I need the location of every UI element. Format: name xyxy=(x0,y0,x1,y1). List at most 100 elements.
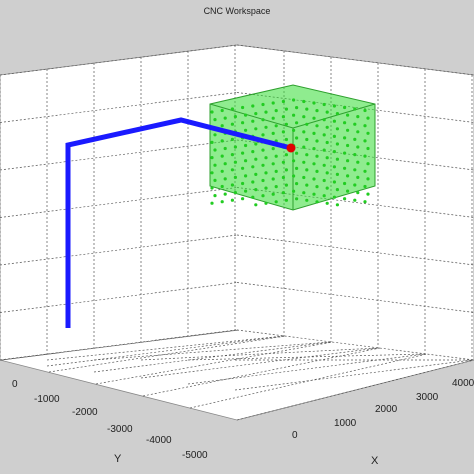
x-tick-label: 2000 xyxy=(375,404,398,415)
cube-sample-point xyxy=(302,130,306,134)
cube-sample-point xyxy=(322,118,326,122)
cube-sample-point xyxy=(251,150,255,154)
cube-sample-point xyxy=(230,183,234,187)
cube-sample-point xyxy=(284,107,288,111)
cube-sample-point xyxy=(353,107,357,111)
cube-sample-point xyxy=(220,108,224,113)
cube-sample-point xyxy=(284,153,288,157)
cube-sample-point xyxy=(244,128,248,132)
cube-sample-point xyxy=(223,146,227,151)
cube-sample-point xyxy=(233,191,237,195)
cube-sample-point xyxy=(271,192,275,196)
grid-line xyxy=(187,353,426,361)
cube-sample-point xyxy=(230,198,234,202)
x-tick-labels: 0 1000 2000 3000 4000 xyxy=(292,378,474,441)
cube-sample-point xyxy=(230,107,234,111)
x-tick-label: 1000 xyxy=(334,418,357,429)
cube-sample-point xyxy=(264,110,268,114)
cube-sample-point xyxy=(343,197,347,201)
cube-sample-point xyxy=(363,184,367,189)
y-tick-label: -5000 xyxy=(182,450,208,461)
x-tick-label: 3000 xyxy=(416,392,439,403)
cube-sample-point xyxy=(332,119,336,123)
cube-sample-point xyxy=(312,147,316,151)
cube-sample-point xyxy=(241,151,245,155)
cube-sample-point xyxy=(292,159,296,163)
cube-sample-point xyxy=(244,189,248,193)
cube-sample-point xyxy=(254,142,258,146)
cube-sample-point xyxy=(274,185,278,189)
cube-sample-point xyxy=(213,194,217,198)
cube-sample-point xyxy=(271,147,275,151)
cube-sample-point xyxy=(271,162,275,166)
cube-sample-point xyxy=(315,139,319,143)
cube-sample-point xyxy=(335,172,339,176)
grid-lines xyxy=(0,44,474,421)
cube-sample-point xyxy=(233,145,237,149)
cube-sample-point xyxy=(264,186,268,190)
cube-sample-point xyxy=(264,125,268,129)
cube-sample-point xyxy=(241,166,245,170)
cube-sample-point xyxy=(356,175,360,179)
cube-sample-point xyxy=(261,163,265,167)
cube-sample-point xyxy=(264,156,268,160)
cube-sample-point xyxy=(220,124,224,128)
cube-sample-point xyxy=(274,200,278,204)
cube-sample-point xyxy=(261,194,265,198)
cube-sample-point xyxy=(261,148,265,152)
cube-sample-point xyxy=(213,133,217,137)
cube-sample-point xyxy=(281,191,285,195)
cube-sample-point xyxy=(315,124,319,128)
cube-sample-point xyxy=(322,133,326,137)
cube-sample-point xyxy=(356,191,360,195)
cube-sample-point xyxy=(325,201,329,205)
x-tick-label: 4000 xyxy=(452,378,474,389)
cube-sample-point xyxy=(363,169,367,173)
y-tick-label: -3000 xyxy=(107,424,133,435)
cube-sample-point xyxy=(244,174,248,178)
cube-sample-point xyxy=(305,107,309,111)
cube-sample-point xyxy=(244,143,248,148)
cube-sample-point xyxy=(284,122,288,126)
cube-sample-point xyxy=(213,163,217,167)
cube-sample-point xyxy=(346,174,350,178)
cube-sample-point xyxy=(244,113,248,117)
cube-sample-point xyxy=(322,163,326,167)
cube-sample-point xyxy=(335,127,339,131)
cube-sample-point xyxy=(356,115,360,119)
cube-sample-point xyxy=(284,198,288,202)
cube-sample-point xyxy=(322,102,326,107)
tool-position-marker xyxy=(286,143,296,153)
cube-sample-point xyxy=(302,191,306,195)
cube-sample-point xyxy=(223,116,227,120)
cube-sample-point xyxy=(210,156,214,160)
cube-sample-point xyxy=(230,153,234,157)
cube-sample-point xyxy=(251,104,255,108)
cube-sample-point xyxy=(305,122,309,126)
cube-sample-point xyxy=(325,186,329,190)
cube-sample-point xyxy=(325,171,329,175)
cube-sample-point xyxy=(346,113,350,117)
cube-sample-point xyxy=(302,175,306,180)
cube-sample-point xyxy=(254,172,258,176)
cube-sample-point xyxy=(305,168,309,172)
cube-sample-point xyxy=(210,186,214,190)
cube-sample-point xyxy=(363,124,367,128)
cube-sample-point xyxy=(305,183,309,187)
cube-sample-point xyxy=(213,148,217,152)
cube-sample-point xyxy=(274,154,278,158)
cube-sample-point xyxy=(261,118,265,122)
cube-sample-point xyxy=(335,188,339,192)
cube-sample-point xyxy=(241,105,245,110)
cube-sample-point xyxy=(295,182,299,186)
cube-sample-point xyxy=(356,160,360,164)
cube-sample-point xyxy=(264,201,268,205)
cube-sample-point xyxy=(295,106,299,110)
cube-sample-point xyxy=(261,102,265,107)
cube-sample-point xyxy=(271,116,275,120)
grid-line xyxy=(140,347,379,361)
cube-sample-point xyxy=(220,139,224,143)
cube-sample-point xyxy=(305,153,309,157)
cube-sample-point xyxy=(213,118,217,122)
